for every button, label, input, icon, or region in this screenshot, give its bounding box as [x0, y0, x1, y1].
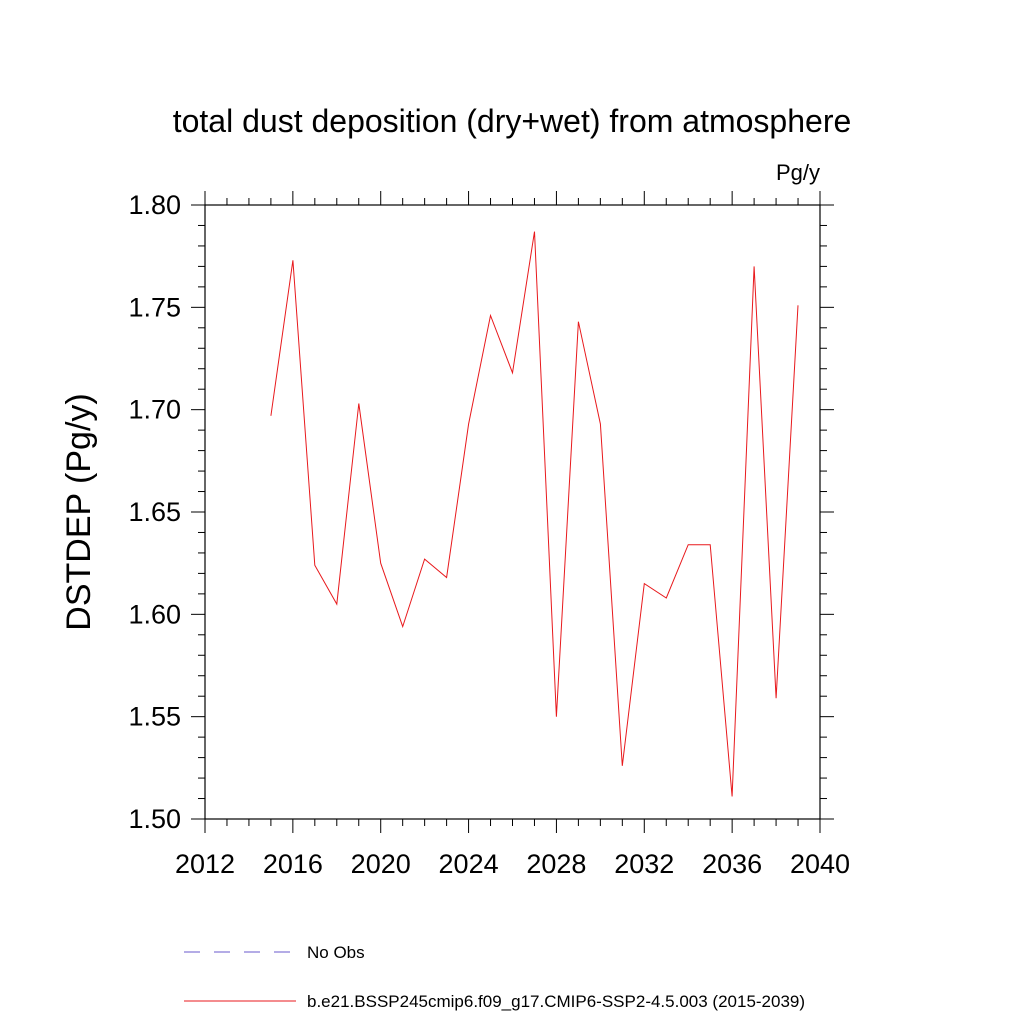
- legend: No Obs b.e21.BSSP245cmip6.f09_g17.CMIP6-…: [184, 943, 805, 1011]
- x-tick-label: 2024: [439, 849, 499, 879]
- y-axis: [191, 204, 834, 820]
- x-tick-label: 2012: [175, 849, 235, 879]
- plot-frame: [204, 204, 821, 820]
- x-tick-labels: 2012 2016 2020 2024 2028 2032 2036 2040: [175, 849, 850, 879]
- series-line-ssp245: [270, 231, 799, 797]
- y-tick-labels: 1.50 1.55 1.60 1.65 1.70 1.75 1.80: [128, 190, 181, 834]
- y-tick-label: 1.75: [128, 292, 181, 322]
- x-tick-label: 2020: [351, 849, 411, 879]
- series-points: [269, 230, 799, 798]
- legend-label-no-obs: No Obs: [307, 943, 365, 962]
- x-tick-label: 2040: [790, 849, 850, 879]
- y-tick-label: 1.60: [128, 599, 181, 629]
- y-axis-label: DSTDEP (Pg/y): [60, 393, 98, 630]
- chart-title: total dust deposition (dry+wet) from atm…: [173, 103, 852, 139]
- y-tick-label: 1.55: [128, 702, 181, 732]
- y-tick-label: 1.70: [128, 395, 181, 425]
- x-tick-label: 2032: [614, 849, 674, 879]
- legend-label-ssp245: b.e21.BSSP245cmip6.f09_g17.CMIP6-SSP2-4.…: [307, 992, 805, 1011]
- x-axis: [204, 191, 821, 833]
- x-tick-label: 2028: [526, 849, 586, 879]
- y-tick-label: 1.50: [128, 804, 181, 834]
- x-tick-label: 2036: [702, 849, 762, 879]
- units-label: Pg/y: [776, 160, 820, 185]
- y-tick-label: 1.65: [128, 497, 181, 527]
- x-tick-label: 2016: [263, 849, 323, 879]
- y-tick-label: 1.80: [128, 190, 181, 220]
